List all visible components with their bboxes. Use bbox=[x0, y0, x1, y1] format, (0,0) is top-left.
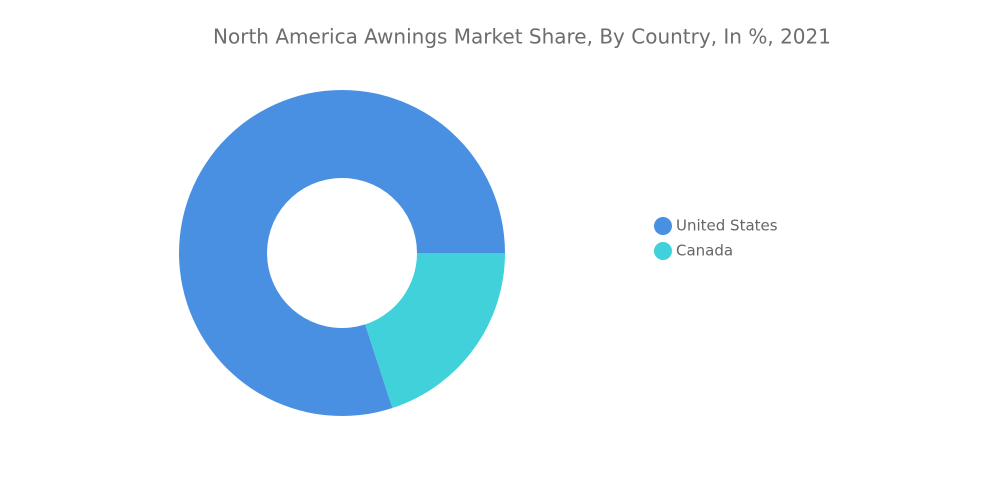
donut-slice bbox=[365, 253, 505, 409]
legend-marker bbox=[654, 217, 672, 235]
legend-marker bbox=[654, 242, 672, 260]
donut-slice bbox=[178, 89, 505, 416]
legend-label: United States bbox=[676, 217, 778, 235]
legend-label: Canada bbox=[676, 242, 733, 260]
chart-title: North America Awnings Market Share, By C… bbox=[213, 25, 831, 49]
